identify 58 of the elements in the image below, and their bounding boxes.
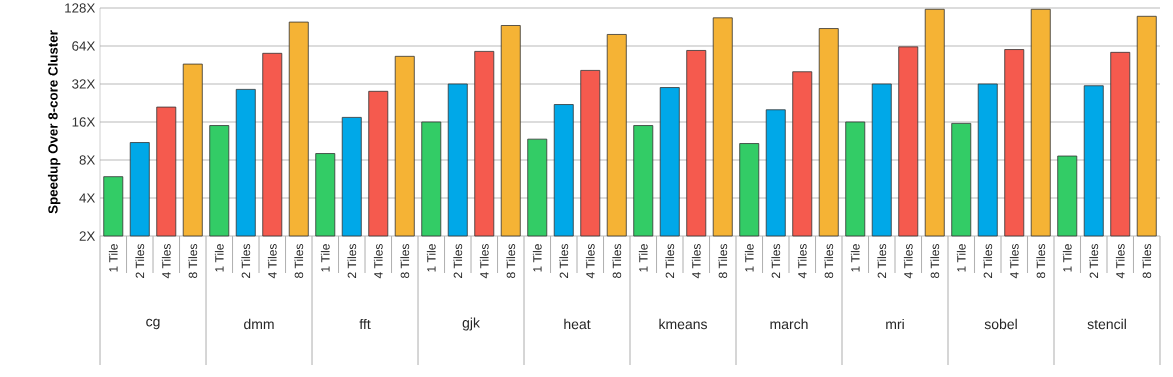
text: 1 Tile (744, 244, 754, 272)
x-tick-label: fft (359, 318, 371, 330)
text: 4 Tiles (267, 244, 277, 279)
text: 2 Tiles (135, 244, 145, 278)
text: 2 Tiles (983, 244, 993, 278)
text: 1 Tile (532, 244, 542, 272)
y-tick-label: 32X (72, 79, 96, 89)
text: 4 Tiles (373, 244, 383, 279)
text: 2 Tiles (771, 244, 781, 278)
text: 8 Tiles (824, 244, 834, 278)
text: 2 Tiles (559, 244, 569, 278)
text: 4 Tiles (1009, 244, 1019, 279)
x-tick-label: march (770, 318, 808, 330)
y-tick-label: 128X (65, 3, 96, 13)
text: 4 Tiles (1115, 244, 1125, 279)
y-tick-label: 4X (79, 193, 96, 203)
text: 4 Tiles (161, 244, 171, 279)
text: 2 Tiles (453, 244, 463, 278)
text: 8 Tiles (1036, 244, 1046, 278)
text: 4 Tiles (585, 244, 595, 279)
x-tick-label: kmeans (659, 318, 707, 330)
x-tick-label: sobel (984, 318, 1017, 330)
x-tick-label: mri (886, 318, 904, 330)
y-tick-label: 16X (72, 117, 96, 127)
text: 8 Tiles (400, 244, 410, 278)
text: 8 Tiles (1142, 244, 1152, 278)
x-tick-label: dmm (244, 318, 274, 330)
text: 8 Tiles (294, 244, 304, 278)
text: 4 Tiles (691, 244, 701, 279)
text: 2 Tiles (877, 244, 887, 278)
text: 2 Tiles (665, 244, 675, 278)
text: 8 Tiles (718, 244, 728, 278)
text: 4 Tiles (479, 244, 489, 279)
text: 2 Tiles (241, 244, 251, 278)
text: 2 Tiles (1089, 244, 1099, 278)
text: 1 Tile (214, 244, 224, 272)
text: 1 Tile (108, 244, 118, 272)
text: 1 Tile (426, 244, 436, 272)
text: 8 Tiles (506, 244, 516, 278)
text: 1 Tile (320, 244, 330, 272)
text: 1 Tile (956, 244, 966, 272)
text: 2 Tiles (347, 244, 357, 278)
x-tick-label: cg (146, 318, 160, 330)
text: 4 Tiles (797, 244, 807, 279)
text: 1 Tile (850, 244, 860, 272)
text: 8 Tiles (188, 244, 198, 278)
y-axis-title: Speedup Over 8-core Cluster (47, 30, 61, 214)
y-tick-label: 2X (79, 231, 96, 241)
x-tick-label: heat (564, 318, 591, 330)
y-tick-label: 64X (72, 41, 96, 51)
text: 8 Tiles (612, 244, 622, 278)
x-tick-label: stencil (1087, 318, 1126, 330)
text: 1 Tile (1062, 244, 1072, 272)
text: 8 Tiles (930, 244, 940, 278)
text: 1 Tile (638, 244, 648, 272)
x-tick-label: gjk (462, 317, 480, 331)
y-tick-label: 8X (79, 155, 96, 165)
text: 4 Tiles (903, 244, 913, 279)
